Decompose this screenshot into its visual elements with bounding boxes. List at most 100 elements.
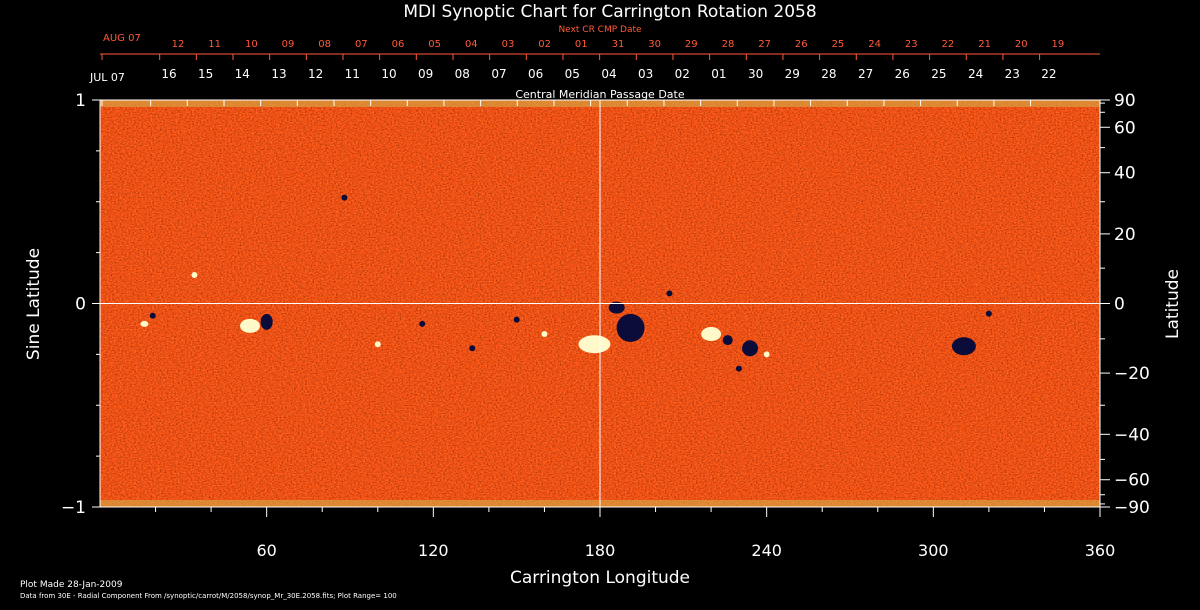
top_axis_inner-date-label: 02 (675, 67, 690, 81)
top_axis_inner-date-label: 12 (308, 67, 323, 81)
y-right-tick-label: 20 (1114, 225, 1136, 245)
top_axis_inner-date-label: 29 (785, 67, 800, 81)
x-tick-label: 360 (1085, 541, 1116, 560)
top_axis_outer-date-label: 22 (942, 39, 955, 50)
x-axis-label: Carrington Longitude (510, 568, 690, 588)
top_axis_inner-date-label: 11 (345, 67, 360, 81)
outer-start-label: AUG 07 (103, 33, 141, 44)
top_axis_outer-date-label: 10 (245, 39, 258, 50)
top_axis_inner-date-label: 30 (748, 67, 763, 81)
negative-region (616, 313, 645, 342)
y-left-tick-label: 1 (75, 91, 86, 111)
x-tick-label: 180 (585, 541, 616, 560)
negative-region (419, 320, 426, 327)
top_axis_outer-date-label: 20 (1015, 39, 1028, 50)
x-tick-label: 240 (751, 541, 782, 560)
active-regions (140, 194, 992, 372)
top_axis_outer-date-label: 30 (648, 39, 661, 50)
top_axis_outer-date-label: 31 (612, 39, 625, 50)
y-axis-label-left: Sine Latitude (24, 248, 44, 360)
positive-region (140, 320, 149, 327)
top_axis_inner-date-label: 05 (565, 67, 580, 81)
inner-start-label: JUL 07 (89, 71, 125, 84)
top_axis_inner-date-label: 23 (1005, 67, 1020, 81)
y-axis-label-right: Latitude (1163, 269, 1183, 339)
positive-region (578, 335, 611, 354)
y-right-tick-label: 90 (1114, 91, 1136, 111)
top_axis_outer-date-label: 27 (758, 39, 771, 50)
y-left-tick-label: −1 (61, 498, 86, 518)
top_axis_outer-date-label: 28 (722, 39, 735, 50)
top_axis_inner-date-label: 25 (931, 67, 946, 81)
x-tick-label: 120 (418, 541, 449, 560)
y-right-tick-label: −90 (1114, 498, 1150, 518)
top_axis_outer-date-label: 11 (208, 39, 221, 50)
y-right-tick-label: 40 (1114, 164, 1136, 184)
negative-region (666, 290, 673, 297)
top_axis_outer-date-label: 21 (978, 39, 991, 50)
y-right-tick-label: −40 (1114, 425, 1150, 445)
negative-region (951, 337, 976, 356)
top_axis_outer-date-label: 23 (905, 39, 918, 50)
top_axis_inner-date-label: 24 (968, 67, 983, 81)
top_axis_inner-date-label: 27 (858, 67, 873, 81)
outer-axis-label: Next CR CMP Date (558, 25, 642, 35)
top_axis_outer-date-label: 04 (465, 39, 478, 50)
plot-made-note: Plot Made 28-Jan-2009 (20, 580, 123, 590)
negative-region (341, 194, 348, 201)
negative-region (608, 301, 625, 314)
x-tick-label: 300 (918, 541, 949, 560)
negative-region (260, 313, 273, 330)
top_axis_outer-date-label: 05 (428, 39, 441, 50)
top_axis_inner-date-label: 28 (821, 67, 836, 81)
negative-region (149, 312, 156, 319)
positive-region (763, 351, 770, 358)
top_axis_outer-date-label: 09 (282, 39, 295, 50)
top_axis_outer-date-label: 12 (172, 39, 185, 50)
positive-region (701, 327, 722, 342)
top_axis_inner-date-label: 13 (271, 67, 286, 81)
top_axis_outer-date-label: 08 (318, 39, 331, 50)
negative-region (513, 316, 520, 323)
top_axis_inner-date-label: 01 (711, 67, 726, 81)
top_axis_inner-date-label: 04 (601, 67, 616, 81)
data-source-note: Data from 30E - Radial Component From /s… (20, 592, 397, 600)
positive-region (240, 318, 260, 333)
top_axis_outer-date-label: 02 (538, 39, 551, 50)
top_axis_outer-date-label: 19 (1052, 39, 1065, 50)
top_axis_inner-date-label: 09 (418, 67, 433, 81)
top_axis_outer-date-label: 01 (575, 39, 588, 50)
negative-region (985, 310, 992, 317)
top_axis_inner-date-label: 07 (491, 67, 506, 81)
negative-region (469, 345, 476, 352)
top_axis_inner-date-label: 16 (161, 67, 176, 81)
top_axis_outer-date-label: 03 (502, 39, 515, 50)
top_axis_outer-date-label: 24 (868, 39, 881, 50)
y-right-tick-label: −20 (1114, 364, 1150, 384)
top_axis_outer-date-label: 25 (832, 39, 845, 50)
top_axis_inner-date-label: 03 (638, 67, 653, 81)
top_axis_outer-date-label: 07 (355, 39, 368, 50)
top_axis_inner-date-label: 06 (528, 67, 543, 81)
positive-region (191, 272, 198, 279)
y-right-tick-label: 60 (1114, 118, 1136, 138)
negative-region (742, 340, 758, 357)
negative-region (735, 365, 742, 372)
inner-axis-label: Central Meridian Passage Date (515, 88, 684, 101)
top_axis_inner-date-label: 15 (198, 67, 213, 81)
negative-region (722, 335, 733, 346)
top_axis_inner-date-label: 26 (895, 67, 910, 81)
top_axis_inner-date-label: 10 (381, 67, 396, 81)
positive-region (541, 331, 548, 338)
y-left-tick-label: 0 (75, 295, 86, 315)
top_axis_outer-date-label: 29 (685, 39, 698, 50)
positive-region (374, 341, 381, 348)
top_axis_outer-date-label: 06 (392, 39, 405, 50)
top_axis_outer-date-label: 26 (795, 39, 808, 50)
top_axis_inner-date-label: 08 (455, 67, 470, 81)
chart-title: MDI Synoptic Chart for Carrington Rotati… (403, 2, 816, 22)
top_axis_inner-date-label: 14 (235, 67, 250, 81)
y-right-tick-label: −60 (1114, 471, 1150, 491)
y-right-tick-label: 0 (1114, 295, 1125, 315)
